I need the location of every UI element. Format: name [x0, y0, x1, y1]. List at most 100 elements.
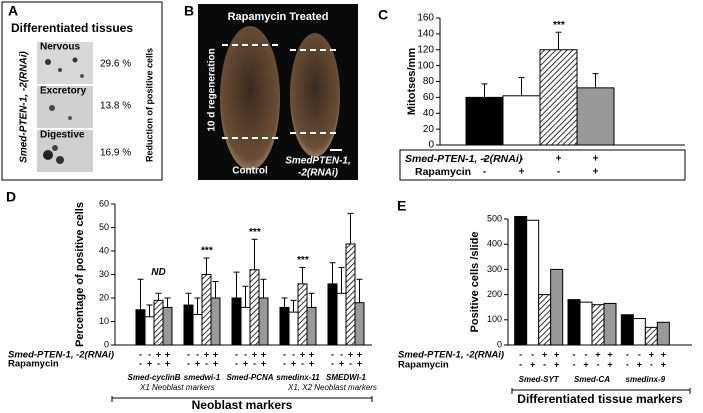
y-axis-label: Mitotses/mm	[406, 48, 418, 115]
subgroup-label: X1 Neoblast markers	[139, 383, 215, 392]
sign: +	[213, 349, 218, 359]
sign: +	[261, 358, 266, 368]
rnai-label: Smed-PTEN-1, -2(RNAi)	[19, 50, 30, 162]
bar	[539, 49, 578, 146]
bar	[231, 297, 242, 346]
error-bar	[155, 292, 162, 301]
sign: +	[357, 358, 362, 368]
sign: -	[301, 358, 304, 368]
bar	[620, 314, 634, 346]
sign: -	[557, 167, 560, 178]
y-tick-label: 140	[417, 29, 434, 40]
sign: -	[585, 349, 588, 359]
sign: +	[554, 359, 559, 369]
error-bar	[212, 281, 219, 298]
error-bar	[146, 304, 153, 317]
sign: +	[147, 358, 152, 368]
bar	[183, 304, 194, 346]
y-tick-label: 100	[487, 314, 502, 324]
y-tick-label: 60	[99, 198, 109, 208]
annotation: ***	[297, 255, 310, 266]
error-bar	[260, 278, 267, 298]
sign: -	[235, 349, 238, 359]
worm-rnai	[290, 33, 340, 157]
x-tick-label: smedinx-9	[626, 375, 666, 384]
sign: -	[283, 349, 286, 359]
sign: +	[661, 359, 666, 369]
sign: +	[291, 358, 296, 368]
error-bar	[555, 31, 562, 50]
error-bar	[137, 278, 144, 310]
photo-label: Control	[232, 166, 268, 177]
tissue-name: Excretory	[40, 86, 87, 97]
y-tick-label: 300	[487, 264, 502, 274]
sign: -	[626, 359, 629, 369]
sign: +	[556, 154, 562, 165]
sign: -	[187, 358, 190, 368]
sign: -	[573, 359, 576, 369]
sign: -	[205, 358, 208, 368]
y-tick-label: 0	[497, 339, 502, 349]
y-tick-label: 200	[487, 289, 502, 299]
sign: +	[261, 349, 266, 359]
x-tick-label: Smed-cyclinB	[128, 373, 181, 382]
side-label: Reduction of positive cells	[144, 48, 154, 162]
bar	[354, 302, 365, 346]
sign: +	[661, 349, 666, 359]
cut-lines	[222, 44, 340, 139]
bar	[201, 274, 212, 346]
y-tick-label: 120	[417, 44, 434, 55]
y-tick-label: 0	[428, 140, 434, 151]
sign: +	[530, 359, 535, 369]
bar	[644, 326, 658, 346]
sign: -	[650, 359, 653, 369]
sign: -	[331, 358, 334, 368]
error-bar	[185, 292, 192, 306]
bracket	[111, 396, 373, 402]
error-bar	[356, 278, 363, 303]
micrographs	[37, 42, 93, 172]
y-tick-label: 10	[99, 316, 109, 326]
row-label: Rapamycin	[8, 359, 59, 370]
sign: -	[531, 349, 534, 359]
sign: -	[187, 349, 190, 359]
bar	[210, 297, 221, 346]
error-bar	[338, 266, 345, 294]
worm-control	[220, 26, 280, 170]
sign: +	[593, 167, 599, 178]
sign: -	[573, 349, 576, 359]
sign: -	[340, 349, 343, 359]
sign: +	[607, 359, 612, 369]
error-bar	[242, 285, 249, 308]
bar	[336, 292, 347, 346]
x-tick-label: smedwi-1	[184, 373, 221, 382]
y-axis-label: Positive cells /slide	[469, 232, 481, 333]
sign: +	[252, 349, 257, 359]
panel-letter: A	[8, 3, 18, 19]
sign: -	[519, 359, 522, 369]
y-tick-label: 40	[423, 108, 435, 119]
y-tick-label: 20	[99, 292, 109, 302]
sign: +	[165, 358, 170, 368]
bar	[153, 299, 164, 346]
bar	[306, 306, 317, 346]
y-tick-label: 0	[104, 339, 109, 349]
sign: -	[483, 167, 486, 178]
sign: -	[520, 154, 523, 165]
sign: +	[243, 358, 248, 368]
bar	[502, 95, 541, 146]
bar	[538, 294, 552, 346]
y-tick-label: 50	[99, 222, 109, 232]
panel-title: Differentiated tissues	[11, 21, 133, 35]
x-tick-label: smedinx-11	[276, 373, 320, 382]
sign: -	[139, 349, 142, 359]
sign: -	[244, 349, 247, 359]
sign: +	[165, 349, 170, 359]
sign: -	[283, 358, 286, 368]
bar	[162, 306, 173, 346]
bar	[576, 87, 615, 146]
bar	[567, 299, 581, 346]
error-bar	[299, 266, 306, 284]
y-tick-label: 80	[423, 76, 435, 87]
sign: +	[348, 349, 353, 359]
